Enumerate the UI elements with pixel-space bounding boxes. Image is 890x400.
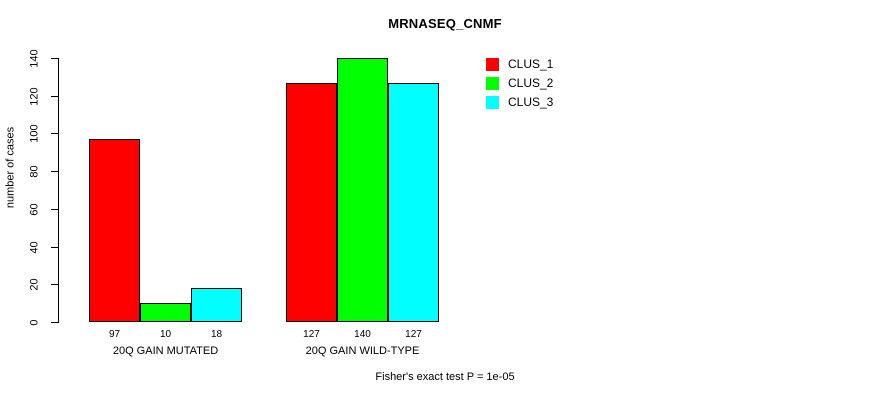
y-axis-tick xyxy=(51,133,58,135)
y-axis-tick xyxy=(51,208,58,210)
bar xyxy=(286,83,337,322)
y-axis-tick-label: 80 xyxy=(28,165,41,178)
y-axis-tick-label: 40 xyxy=(28,240,41,254)
bar-value-label: 127 xyxy=(405,329,422,340)
bar xyxy=(388,83,439,322)
y-axis-tick-label: 140 xyxy=(28,49,41,68)
bar-value-label: 10 xyxy=(159,329,172,340)
bar xyxy=(191,288,242,322)
y-axis-tick-label: 100 xyxy=(28,124,41,144)
y-axis-tick-label: 60 xyxy=(28,203,41,216)
legend-color-swatch xyxy=(486,77,499,90)
group-axis-label: 20Q GAIN WILD-TYPE xyxy=(305,345,420,357)
y-axis-tick xyxy=(51,58,58,59)
bar-value-label: 18 xyxy=(210,329,223,340)
y-axis-tick-label: 0 xyxy=(28,319,41,326)
y-axis-tick xyxy=(51,322,58,323)
y-axis-tick xyxy=(51,95,58,97)
legend-label: CLUS_1 xyxy=(508,57,554,71)
bar-value-label: 127 xyxy=(303,329,320,340)
bar xyxy=(89,139,140,322)
y-axis-tick xyxy=(51,246,58,248)
bar xyxy=(140,303,191,322)
legend-label: CLUS_3 xyxy=(508,95,554,109)
y-axis-tick xyxy=(51,284,58,286)
legend-color-swatch xyxy=(486,58,499,71)
statistical-annotation: Fisher's exact test P = 1e-05 xyxy=(375,371,515,383)
chart-title: MRNASEQ_CNMF xyxy=(388,16,502,31)
legend-color-swatch xyxy=(486,96,499,109)
bar xyxy=(337,58,388,322)
y-axis-tick-label: 120 xyxy=(28,87,41,106)
y-axis-title: number of cases xyxy=(4,126,17,209)
y-axis-tick xyxy=(51,171,58,173)
legend-label: CLUS_2 xyxy=(508,76,554,90)
bar-value-label: 140 xyxy=(354,329,371,340)
y-axis-line xyxy=(58,58,59,323)
y-axis-tick-label: 20 xyxy=(28,278,41,291)
group-axis-label: 20Q GAIN MUTATED xyxy=(112,345,219,357)
bar-value-label: 97 xyxy=(108,329,121,340)
